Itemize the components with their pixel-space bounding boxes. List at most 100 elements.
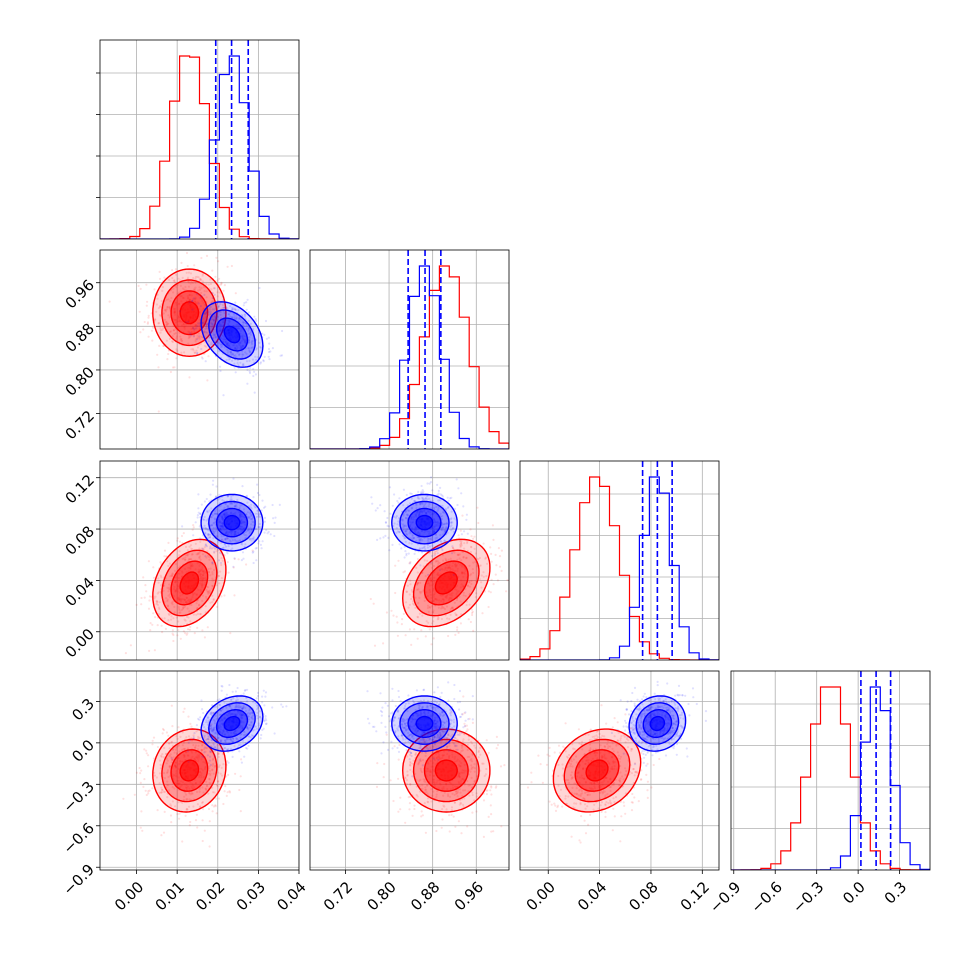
sample-point	[376, 507, 379, 510]
sample-point	[223, 338, 226, 341]
sample-point	[254, 355, 257, 358]
sample-point	[436, 599, 439, 602]
sample-point	[419, 592, 422, 595]
sample-point	[373, 644, 377, 647]
sample-point	[158, 782, 161, 785]
sample-point	[411, 537, 414, 540]
sample-point	[433, 587, 436, 590]
sample-point	[174, 318, 178, 321]
sample-point	[473, 763, 476, 766]
sample-point	[242, 707, 245, 710]
sample-point	[440, 599, 443, 603]
sample-point	[202, 577, 205, 580]
sample-point	[444, 567, 447, 570]
sample-point	[228, 313, 231, 316]
sample-point	[198, 313, 201, 316]
sample-point	[475, 792, 478, 795]
sample-point	[499, 765, 503, 768]
sample-point	[398, 530, 401, 534]
sample-point	[459, 779, 463, 783]
sample-point	[406, 773, 409, 777]
sample-point	[182, 798, 185, 801]
sample-point	[148, 789, 151, 792]
sample-point	[197, 322, 200, 325]
sample-point	[233, 729, 237, 733]
sample-point	[148, 595, 151, 598]
sample-point	[223, 513, 226, 516]
sample-point	[229, 351, 232, 354]
sample-point	[194, 286, 197, 289]
sample-point	[239, 716, 242, 719]
sample-point	[433, 525, 436, 528]
sample-point	[471, 613, 474, 617]
sample-point	[252, 374, 255, 378]
sample-point	[445, 783, 448, 786]
sample-point	[448, 754, 451, 757]
sample-point	[457, 774, 460, 777]
sample-point	[429, 510, 433, 513]
sample-point	[170, 756, 173, 759]
sample-point	[172, 366, 175, 369]
sample-point	[451, 733, 454, 736]
sample-point	[235, 344, 238, 347]
sample-point	[197, 755, 200, 758]
sample-point	[207, 355, 210, 358]
sample-point	[429, 561, 433, 564]
sample-point	[227, 313, 230, 316]
sample-point	[470, 760, 474, 763]
sample-point	[468, 603, 471, 606]
sample-point	[179, 320, 182, 323]
sample-point	[167, 594, 170, 597]
sample-point	[415, 689, 418, 692]
sample-point	[460, 540, 463, 543]
sample-point	[228, 321, 231, 324]
sample-point	[431, 727, 434, 730]
sample-point	[454, 790, 457, 793]
sample-point	[408, 509, 411, 512]
sample-point	[172, 318, 176, 321]
sample-point	[428, 588, 431, 592]
sample-point	[196, 275, 199, 278]
sample-point	[144, 789, 147, 792]
sample-point	[198, 556, 201, 559]
sample-point	[191, 553, 194, 556]
sample-point	[205, 296, 208, 299]
sample-point	[235, 700, 238, 703]
sample-point	[229, 713, 232, 717]
sample-point	[209, 343, 212, 346]
sample-point	[210, 318, 213, 321]
sample-point	[193, 757, 196, 760]
sample-point	[140, 596, 143, 600]
sample-point	[477, 521, 480, 525]
sample-point	[165, 762, 168, 765]
sample-point	[186, 264, 189, 268]
sample-point	[453, 801, 457, 804]
sample-point	[408, 628, 411, 631]
sample-point	[408, 603, 411, 606]
sample-point	[182, 606, 185, 609]
sample-point	[466, 542, 469, 545]
sample-point	[168, 765, 171, 768]
sample-point	[240, 713, 243, 717]
sample-point	[250, 721, 253, 724]
sample-point	[233, 557, 236, 561]
sample-point	[256, 706, 260, 710]
sample-point	[404, 741, 407, 744]
sample-point	[225, 513, 228, 516]
sample-point	[207, 807, 211, 811]
sample-point	[239, 525, 242, 528]
sample-point	[203, 518, 206, 521]
sample-point	[242, 362, 245, 366]
sample-point	[196, 514, 199, 517]
sample-point	[231, 513, 235, 516]
sample-point	[203, 500, 206, 503]
sample-point	[218, 727, 221, 730]
sample-point	[198, 770, 201, 773]
sample-point	[190, 603, 193, 607]
sample-point	[223, 701, 226, 704]
sample-point	[227, 773, 230, 777]
sample-point	[156, 297, 159, 300]
sample-point	[185, 798, 188, 801]
sample-point	[194, 521, 197, 524]
sample-point	[423, 510, 426, 513]
